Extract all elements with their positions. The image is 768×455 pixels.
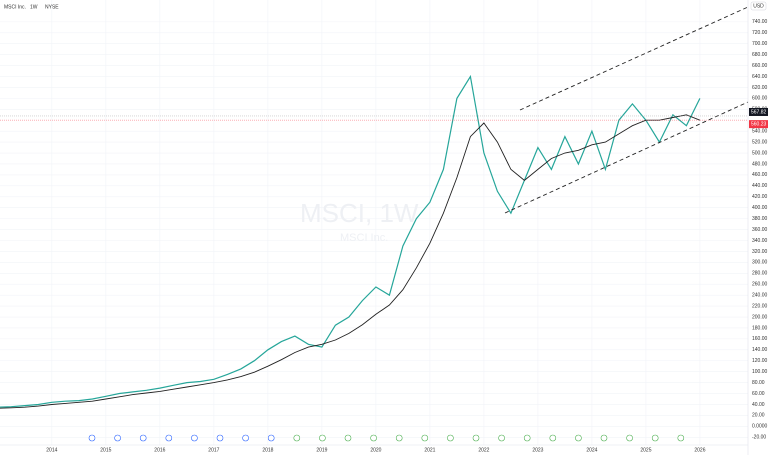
x-tick-label: 2022 bbox=[478, 447, 489, 453]
event-icon bbox=[139, 434, 147, 442]
y-tick-label: 280.00 bbox=[752, 271, 768, 277]
y-tick-label: 300.00 bbox=[752, 260, 768, 266]
y-tick-label: 80.00 bbox=[752, 380, 765, 386]
x-tick-label: 2023 bbox=[532, 447, 543, 453]
series-line bbox=[0, 114, 701, 409]
x-tick-label: 2017 bbox=[208, 447, 219, 453]
x-tick-label: 2019 bbox=[316, 447, 327, 453]
y-tick-label: 340.00 bbox=[752, 238, 768, 244]
y-tick-label: 400.00 bbox=[752, 205, 768, 211]
series-line bbox=[0, 74, 701, 408]
event-icon bbox=[114, 434, 121, 442]
event-icon bbox=[242, 434, 249, 442]
plot bbox=[0, 74, 701, 409]
y-tick-label: 0.0000 bbox=[752, 424, 768, 430]
price-label-box bbox=[749, 120, 768, 129]
y-tick-label: 720.00 bbox=[752, 30, 768, 36]
y-tick-label: 540.00 bbox=[752, 129, 768, 135]
y-tick-label: 520.00 bbox=[752, 139, 768, 145]
y-tick-label: 100.00 bbox=[752, 369, 768, 375]
y-tick-label: 260.00 bbox=[752, 282, 768, 288]
event-icon bbox=[88, 434, 96, 442]
x-tick-label: 2020 bbox=[370, 447, 381, 453]
y-tick-label: 360.00 bbox=[752, 227, 768, 233]
y-tick-label: 740.00 bbox=[752, 19, 768, 25]
x-tick-label: 2025 bbox=[640, 447, 651, 453]
y-tick-label: 700.00 bbox=[752, 41, 768, 47]
event-icon bbox=[165, 434, 173, 442]
y-tick-label: 680.00 bbox=[752, 52, 768, 58]
event-icon bbox=[523, 434, 531, 442]
interval: 1W bbox=[30, 4, 38, 10]
event-icon bbox=[421, 434, 429, 442]
event-icon bbox=[344, 434, 352, 442]
event-icon bbox=[677, 434, 685, 442]
currency[interactable]: USD bbox=[753, 3, 764, 9]
event-icon bbox=[395, 434, 403, 442]
y-tick-label: 120.00 bbox=[752, 358, 768, 364]
x-tick-label: 2026 bbox=[694, 447, 705, 453]
event-icon bbox=[370, 434, 377, 442]
y-tick-label: 40.00 bbox=[752, 402, 765, 408]
event-icon bbox=[267, 434, 275, 442]
y-tick-label: 160.00 bbox=[752, 336, 768, 342]
y-tick-label: 440.00 bbox=[752, 183, 768, 189]
event-icon bbox=[293, 434, 301, 442]
y-tick-label: 600.00 bbox=[752, 96, 768, 102]
event-icon bbox=[319, 434, 326, 442]
event-icon bbox=[600, 434, 608, 442]
x-tick-label: 2021 bbox=[424, 447, 435, 453]
currency-box[interactable] bbox=[750, 1, 767, 11]
event-icon bbox=[216, 434, 224, 442]
price-label: 567.82 bbox=[751, 109, 767, 115]
x-tick-label: 2014 bbox=[46, 447, 57, 453]
event-icon bbox=[626, 434, 633, 442]
y-tick-label: -20.00 bbox=[752, 435, 766, 441]
y-tick-label: 420.00 bbox=[752, 194, 768, 200]
x-tick-label: 2018 bbox=[262, 447, 273, 453]
y-tick-label: 320.00 bbox=[752, 249, 768, 255]
y-tick-label: 660.00 bbox=[752, 63, 768, 69]
x-tick-label: 2024 bbox=[586, 447, 597, 453]
event-icon bbox=[575, 434, 582, 442]
y-tick-label: 640.00 bbox=[752, 74, 768, 80]
exchange: NYSE bbox=[45, 4, 59, 10]
y-tick-label: 60.00 bbox=[752, 391, 765, 397]
x-tick-label: 2016 bbox=[154, 447, 165, 453]
event-icon bbox=[498, 434, 505, 442]
x-tick-label: 2015 bbox=[100, 447, 111, 453]
channel-lower bbox=[504, 101, 749, 214]
y-tick-label: 500.00 bbox=[752, 150, 768, 156]
y-tick-label: 480.00 bbox=[752, 161, 768, 167]
grid bbox=[0, 0, 748, 445]
y-tick-label: 220.00 bbox=[752, 303, 768, 309]
y-tick-label: 620.00 bbox=[752, 85, 768, 91]
symbol-title: MSCI Inc. bbox=[4, 4, 26, 10]
watermark-sub: MSCI Inc. bbox=[340, 232, 388, 244]
price-label-box bbox=[749, 107, 768, 116]
event-icon bbox=[447, 434, 454, 442]
event-icon bbox=[651, 434, 659, 442]
price-label: 560.23 bbox=[751, 121, 767, 127]
event-icon bbox=[549, 434, 557, 442]
event-icon bbox=[191, 434, 198, 442]
y-tick-label: 460.00 bbox=[752, 172, 768, 178]
watermark: MSCI, 1W bbox=[300, 198, 419, 228]
y-tick-label: 140.00 bbox=[752, 347, 768, 353]
y-tick-label: 380.00 bbox=[752, 216, 768, 222]
y-tick-label: 240.00 bbox=[752, 292, 768, 298]
y-tick-label: 20.00 bbox=[752, 413, 765, 419]
y-tick-label: 200.00 bbox=[752, 314, 768, 320]
event-icon bbox=[472, 434, 480, 442]
y-tick-label: 180.00 bbox=[752, 325, 768, 331]
